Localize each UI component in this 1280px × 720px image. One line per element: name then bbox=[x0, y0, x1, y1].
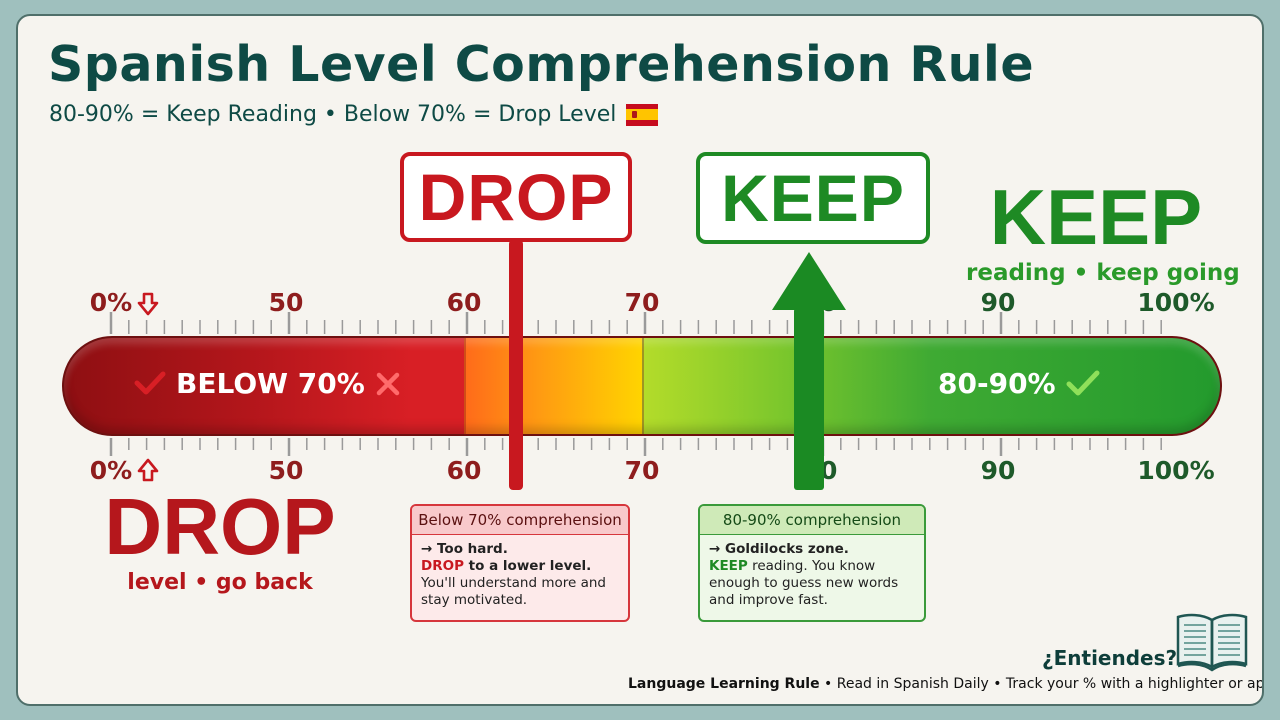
drop-info-line2: DROP to a lower level. bbox=[421, 558, 592, 574]
footer-text: Language Learning Rule • Read in Spanish… bbox=[628, 676, 1264, 692]
scale-bottom-label: 90 bbox=[980, 456, 1016, 485]
scale-top-label: 70 bbox=[624, 288, 660, 317]
scale-bottom-label: 50 bbox=[268, 456, 304, 485]
keep-info-line1: → Goldilocks zone. bbox=[709, 541, 849, 557]
drop-info-box: Below 70% comprehension → Too hard. DROP… bbox=[410, 504, 630, 622]
open-book-icon bbox=[1174, 610, 1250, 676]
up-arrow-outline-icon bbox=[137, 458, 159, 486]
keep-zone: 80-90% bbox=[938, 367, 1100, 400]
comprehension-bar bbox=[62, 336, 1222, 436]
drop-info-body: → Too hard. DROP to a lower level. You'l… bbox=[412, 535, 628, 615]
scale-bottom-label: 0% bbox=[89, 456, 133, 485]
page-title: Spanish Level Comprehension Rule bbox=[48, 36, 1035, 93]
scale-ticks bbox=[109, 312, 1162, 456]
below-70-zone: BELOW 70% bbox=[134, 367, 401, 400]
down-arrow-outline-icon bbox=[137, 292, 159, 320]
keep-callout: KEEP reading • keep going bbox=[966, 173, 1240, 286]
scale-top-label: 90 bbox=[980, 288, 1016, 317]
boundary-70 bbox=[642, 336, 644, 436]
entiendes-label: ¿Entiendes? bbox=[1042, 646, 1178, 670]
drop-callout: DROP level • go back bbox=[90, 482, 350, 596]
keep-sign: KEEP bbox=[696, 152, 930, 244]
keep-info-body: → Goldilocks zone. KEEP reading. You kno… bbox=[700, 535, 924, 615]
x-mark-icon bbox=[375, 371, 401, 397]
subtitle-text: 80-90% = Keep Reading • Below 70% = Drop… bbox=[49, 102, 617, 127]
footer-rest: • Read in Spanish Daily • Track your % w… bbox=[819, 676, 1264, 692]
keep-callout-subtitle: reading • keep going bbox=[966, 260, 1240, 286]
up-arrow-shaft bbox=[794, 308, 824, 490]
keep-zone-label: 80-90% bbox=[938, 367, 1056, 400]
scale-top-label: 100% bbox=[1137, 288, 1215, 317]
checkmark-icon bbox=[134, 371, 166, 397]
scale-bottom-label: 100% bbox=[1137, 456, 1215, 485]
keep-info-box: 80-90% comprehension → Goldilocks zone. … bbox=[698, 504, 926, 622]
keep-callout-title: KEEP bbox=[989, 173, 1203, 261]
drop-info-header: Below 70% comprehension bbox=[412, 506, 628, 535]
footer-strong: Language Learning Rule bbox=[628, 676, 820, 692]
drop-callout-title: DROP bbox=[104, 482, 336, 571]
drop-info-line3: You'll understand more and stay motivate… bbox=[421, 575, 606, 608]
scale-bottom-label: 70 bbox=[624, 456, 660, 485]
drop-info-line1: → Too hard. bbox=[421, 541, 508, 557]
spain-flag-icon bbox=[626, 103, 659, 126]
keep-info-header: 80-90% comprehension bbox=[700, 506, 924, 535]
scale-bottom-label: 60 bbox=[446, 456, 482, 485]
infographic-card: Spanish Level Comprehension Rule 80-90% … bbox=[16, 14, 1264, 706]
keep-info-line2: KEEP reading. You know enough to guess n… bbox=[709, 558, 899, 608]
scale-top-label: 60 bbox=[446, 288, 482, 317]
boundary-60 bbox=[464, 336, 466, 436]
drop-sign-pole bbox=[509, 240, 523, 490]
checkmark-icon bbox=[1066, 370, 1100, 398]
scale-top-label: 50 bbox=[268, 288, 304, 317]
up-arrow-icon bbox=[772, 252, 846, 310]
subtitle: 80-90% = Keep Reading • Below 70% = Drop… bbox=[49, 102, 659, 127]
drop-callout-subtitle: level • go back bbox=[127, 570, 313, 595]
below-70-label: BELOW 70% bbox=[176, 367, 365, 400]
